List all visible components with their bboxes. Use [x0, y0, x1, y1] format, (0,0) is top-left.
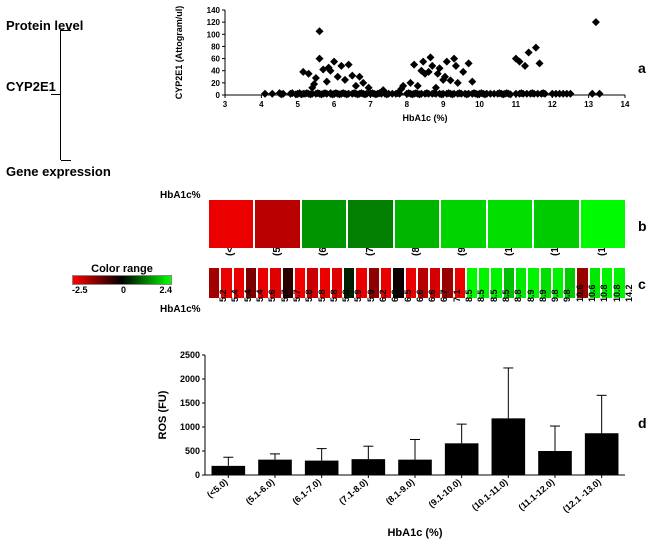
- barchart-panel-d: 0 500 1000 1500 2000 2500 (<5.0) (5.1-6.0) (6.1-…: [150, 350, 630, 540]
- heatmap-c-bottomlabel: HbA1c%: [160, 304, 201, 315]
- svg-text:(12.1 -13.0): (12.1 -13.0): [561, 477, 603, 515]
- svg-text:HbA1c (%): HbA1c (%): [402, 113, 447, 123]
- heatmap-b-cell: [488, 200, 534, 248]
- header-gene: Gene expression: [6, 164, 176, 179]
- svg-text:(10.1-11.0): (10.1-11.0): [470, 477, 510, 513]
- svg-text:(9.1-10.0): (9.1-10.0): [427, 477, 463, 510]
- svg-text:1000: 1000: [180, 422, 200, 432]
- svg-text:(<5.0): (<5.0): [205, 477, 230, 500]
- svg-text:80: 80: [211, 42, 220, 51]
- svg-text:6: 6: [332, 100, 337, 109]
- svg-text:60: 60: [211, 55, 220, 64]
- svg-text:2500: 2500: [180, 350, 200, 360]
- svg-text:10: 10: [475, 100, 484, 109]
- svg-text:20: 20: [211, 79, 220, 88]
- svg-text:(6.1-7.0): (6.1-7.0): [290, 477, 322, 507]
- svg-text:0: 0: [195, 470, 200, 480]
- svg-text:13: 13: [584, 100, 593, 109]
- svg-text:0: 0: [216, 91, 221, 100]
- svg-text:(11.1-12.0): (11.1-12.0): [517, 477, 557, 513]
- panel-label-a: a: [638, 60, 646, 76]
- panel-label-b: b: [638, 218, 647, 234]
- svg-text:(5.1-6.0): (5.1-6.0): [244, 477, 276, 507]
- svg-text:12: 12: [548, 100, 557, 109]
- svg-text:2000: 2000: [180, 374, 200, 384]
- heatmap-b-cell: [348, 200, 394, 248]
- svg-text:120: 120: [207, 18, 221, 27]
- color-range-min: -2.5: [72, 285, 88, 295]
- svg-text:500: 500: [185, 446, 200, 456]
- heatmap-b-cell: [395, 200, 441, 248]
- heatmap-b-leftlabel: HbA1c%: [160, 190, 201, 201]
- svg-text:100: 100: [207, 30, 221, 39]
- svg-text:9: 9: [441, 100, 446, 109]
- heatmap-b-cell: [441, 200, 487, 248]
- heatmap-b-cell: [255, 200, 301, 248]
- color-range-mid: 0: [121, 285, 126, 295]
- header-protein: Protein level: [6, 18, 176, 33]
- side-headers: Protein level CYP2E1 Gene expression: [6, 18, 176, 179]
- svg-text:7: 7: [368, 100, 373, 109]
- heatmap-c-category-labels: 5.25.45.45.45.65.75.75.85.85.85.85.95.96…: [209, 302, 627, 332]
- svg-text:3: 3: [223, 100, 228, 109]
- panel-label-d: d: [638, 415, 647, 431]
- heatmap-b-cell: [302, 200, 348, 248]
- svg-text:40: 40: [211, 67, 220, 76]
- heatmap-b: [209, 200, 627, 248]
- color-range-max: 2.4: [159, 285, 172, 295]
- scatter-panel-a: 34567891011121314020406080100120140HbA1c…: [170, 5, 630, 125]
- svg-text:4: 4: [259, 100, 264, 109]
- svg-text:CYP2E1 (Attogram/ul): CYP2E1 (Attogram/ul): [174, 6, 184, 100]
- heatmap-b-cell: [534, 200, 580, 248]
- svg-text:HbA1c (%): HbA1c (%): [387, 527, 442, 539]
- panel-label-c: c: [638, 276, 646, 292]
- main-label: CYP2E1: [6, 79, 176, 94]
- svg-text:(7.1-8.0): (7.1-8.0): [337, 477, 369, 507]
- hierarchy-bracket: [60, 30, 61, 160]
- svg-text:11: 11: [512, 100, 521, 109]
- heatmap-b-cell: [209, 200, 255, 248]
- svg-text:1500: 1500: [180, 398, 200, 408]
- svg-text:(8.1-9.0): (8.1-9.0): [384, 477, 416, 507]
- svg-text:ROS (FU): ROS (FU): [157, 390, 169, 439]
- color-range-title: Color range: [72, 263, 172, 275]
- svg-text:5: 5: [296, 100, 301, 109]
- heatmap-b-cell: [581, 200, 627, 248]
- svg-text:140: 140: [207, 6, 221, 15]
- svg-text:14: 14: [621, 100, 630, 109]
- color-range-legend: Color range -2.5 0 2.4: [72, 263, 172, 295]
- svg-text:8: 8: [405, 100, 410, 109]
- color-range-ticks: -2.5 0 2.4: [72, 285, 172, 295]
- color-range-bar: [72, 275, 172, 285]
